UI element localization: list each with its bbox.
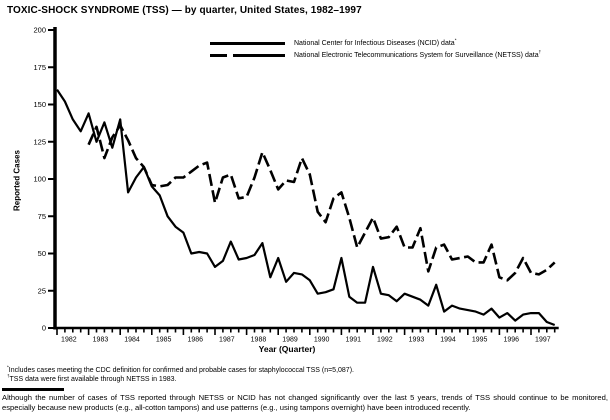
footnote-2-marker: † — [7, 373, 10, 379]
legend-label-netss-text: National Electronic Telecommunications S… — [294, 51, 539, 59]
legend-item-netss: National Electronic Telecommunications S… — [210, 49, 541, 61]
svg-text:1995: 1995 — [472, 337, 488, 344]
svg-text:1983: 1983 — [93, 337, 109, 344]
legend-label-ncid: National Center for Infectious Diseases … — [294, 37, 457, 47]
svg-text:1990: 1990 — [314, 337, 330, 344]
svg-text:200: 200 — [33, 26, 46, 35]
divider-rule — [2, 388, 64, 391]
legend-netss-footnote-marker: † — [538, 49, 542, 55]
legend-label-netss: National Electronic Telecommunications S… — [294, 49, 542, 59]
svg-text:175: 175 — [33, 63, 46, 72]
chart-canvas: 0 25 50 75 100 125 150 175 200 1982 1983 1984 1985 19… — [33, 26, 559, 344]
legend-item-ncid: National Center for Infectious Diseases … — [210, 37, 541, 49]
svg-text:100: 100 — [33, 175, 46, 184]
svg-text:125: 125 — [33, 137, 46, 146]
chart-title: TOXIC-SHOCK SYNDROME (TSS) — by quarter,… — [7, 5, 362, 16]
ncid-data-line — [56, 88, 556, 327]
svg-text:1996: 1996 — [503, 337, 519, 344]
netss-dashed-line-sample — [210, 53, 285, 57]
y-axis-label: Reported Cases — [12, 150, 22, 211]
footnote-2-text: TSS data were first available through NE… — [9, 376, 177, 383]
footnote-ncid-definition: *Includes cases meeting the CDC definiti… — [7, 364, 354, 374]
svg-text:1984: 1984 — [124, 337, 140, 344]
svg-text:1997: 1997 — [535, 337, 551, 344]
netss-data-line — [87, 124, 556, 282]
svg-text:150: 150 — [33, 100, 46, 109]
footnote-netss-availability: †TSS data were first available through N… — [7, 373, 177, 383]
footnote-1-text: Includes cases meeting the CDC definitio… — [8, 367, 354, 374]
svg-text:1992: 1992 — [377, 337, 393, 344]
summary-note: Although the number of cases of TSS repo… — [2, 393, 608, 412]
legend-label-ncid-text: National Center for Infectious Diseases … — [294, 39, 455, 47]
svg-text:75: 75 — [38, 212, 46, 221]
svg-text:1982: 1982 — [61, 337, 77, 344]
svg-text:0: 0 — [42, 324, 46, 333]
svg-text:1986: 1986 — [187, 337, 203, 344]
svg-text:1991: 1991 — [345, 337, 361, 344]
svg-text:1988: 1988 — [251, 337, 267, 344]
svg-text:1994: 1994 — [440, 337, 456, 344]
legend: National Center for Infectious Diseases … — [210, 37, 541, 61]
svg-text:1989: 1989 — [282, 337, 298, 344]
x-axis-label: Year (Quarter) — [258, 344, 316, 354]
legend-ncid-footnote-marker: * — [454, 37, 457, 43]
footnote-1-marker: * — [7, 364, 9, 370]
svg-text:1987: 1987 — [219, 337, 235, 344]
svg-text:25: 25 — [38, 286, 46, 295]
ncid-solid-line-sample — [210, 41, 285, 45]
svg-text:1993: 1993 — [409, 337, 425, 344]
svg-text:1985: 1985 — [156, 337, 172, 344]
svg-text:50: 50 — [38, 249, 46, 258]
